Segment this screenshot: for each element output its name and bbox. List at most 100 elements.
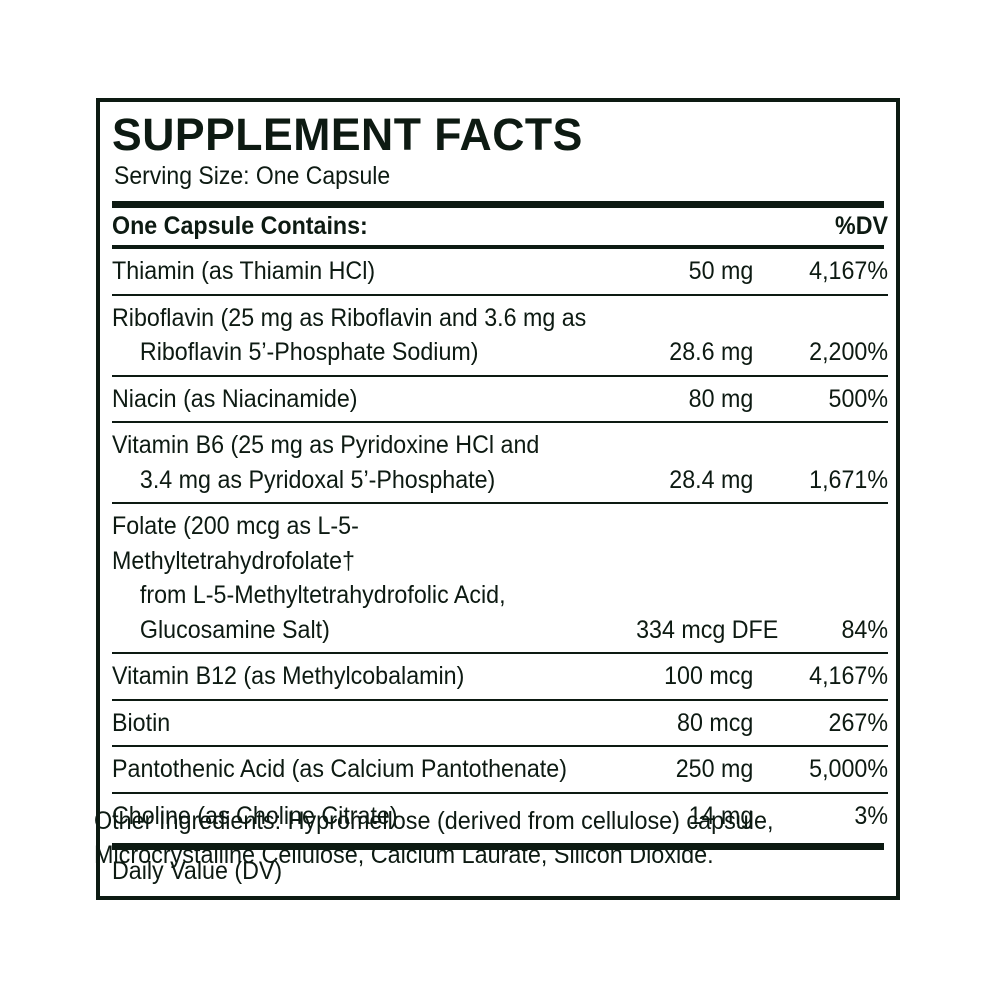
serving-size-text: Serving Size: One Capsule — [114, 161, 391, 190]
nutrient-name-cell: Vitamin B12 (as Methylcobalamin) — [112, 654, 627, 699]
nutrient-name-continuation: 3.4 mg as Pyridoxal 5’-Phosphate) — [139, 465, 496, 494]
table-row: Niacin (as Niacinamide) 80 mg 500% — [112, 377, 888, 422]
nutrient-daily-value-cell: 500% — [757, 377, 888, 422]
nutrient-amount-cell: 334 mcg DFE — [627, 504, 779, 652]
row-separator — [112, 421, 888, 424]
table-row: Thiamin (as Thiamin HCl) 50 mg 4,167% — [112, 249, 888, 294]
nutrient-daily-value: 500% — [828, 384, 888, 413]
nutrient-daily-value: 84% — [841, 615, 888, 644]
row-separator-bar — [112, 502, 888, 505]
nutrient-rows-body: Thiamin (as Thiamin HCl) 50 mg 4,167% Ribof… — [112, 249, 888, 838]
row-separator-bar — [112, 698, 888, 701]
nutrient-name-line: Biotin — [112, 708, 171, 737]
row-separator-cell — [112, 698, 888, 701]
table-header-name: One Capsule Contains: — [112, 211, 368, 240]
nutrient-amount-cell: 28.6 mg — [627, 296, 757, 375]
row-separator-cell — [112, 293, 888, 296]
nutrient-name-cell: Biotin — [112, 701, 627, 746]
header-bottom-rule — [112, 245, 884, 250]
table-row: Vitamin B12 (as Methylcobalamin) 100 mcg 4… — [112, 654, 888, 699]
nutrient-daily-value: 2,200% — [809, 338, 888, 367]
nutrient-amount: 250 mg — [675, 755, 754, 784]
nutrient-name: Niacin (as Niacinamide) — [112, 382, 591, 417]
supplement-facts-panel: SUPPLEMENT FACTS Serving Size: One Capsu… — [96, 98, 900, 901]
title-block: SUPPLEMENT FACTS Serving Size: One Capsu… — [112, 102, 884, 196]
footer-top-rule — [112, 843, 884, 851]
row-separator-cell — [112, 745, 888, 748]
nutrient-name-line: Vitamin B12 (as Methylcobalamin) — [112, 662, 465, 691]
row-separator — [112, 502, 888, 505]
nutrient-daily-value: 3% — [854, 801, 888, 830]
nutrient-amount-cell: 50 mg — [627, 249, 757, 294]
nutrient-daily-value-cell: 4,167% — [757, 249, 888, 294]
nutrient-daily-value-cell: 2,200% — [757, 296, 888, 375]
nutrient-daily-value: 267% — [828, 708, 888, 737]
nutrient-amount-cell: 28.4 mg — [627, 423, 757, 502]
row-separator-bar — [112, 421, 888, 424]
nutrient-name-cell: Pantothenic Acid (as Calcium Pantothenat… — [112, 747, 627, 792]
nutrient-name: Vitamin B12 (as Methylcobalamin) — [112, 659, 591, 694]
nutrient-name-line: Folate (200 mcg as L-5-Methyltetrahydrof… — [112, 512, 359, 575]
nutrient-daily-value-cell: 1,671% — [757, 423, 888, 502]
nutrient-name-continuation: Glucosamine Salt) — [139, 615, 330, 644]
table-header-daily-value: %DV — [835, 211, 889, 240]
nutrient-name-line: Pantothenic Acid (as Calcium Pantothenat… — [112, 755, 567, 784]
table-row: Biotin 80 mcg 267% — [112, 701, 888, 746]
nutrient-name: Biotin — [112, 706, 591, 741]
table-row: Choline (as Choline Citrate) 14 mg 3% — [112, 794, 888, 839]
nutrient-name-line: Vitamin B6 (25 mg as Pyridoxine HCl and — [112, 431, 540, 460]
nutrient-amount: 334 mcg DFE — [636, 615, 779, 644]
row-separator — [112, 698, 888, 701]
nutrient-name: Vitamin B6 (25 mg as Pyridoxine HCl and 3… — [112, 428, 591, 497]
nutrient-daily-value: 4,167% — [809, 662, 888, 691]
table-header-name-cell: One Capsule Contains: — [112, 208, 757, 246]
daily-value-note: Daily Value (DV) — [112, 857, 283, 886]
table-header-row: One Capsule Contains: %DV — [112, 208, 888, 246]
nutrient-amount-cell: 80 mg — [627, 377, 757, 422]
table-row: Riboflavin (25 mg as Riboflavin and 3.6 … — [112, 296, 888, 375]
nutrient-daily-value-cell: 267% — [757, 701, 888, 746]
nutrient-daily-value-cell: 84% — [757, 504, 888, 652]
row-separator-cell — [112, 421, 888, 424]
nutrient-daily-value: 4,167% — [809, 257, 888, 286]
nutrient-amount: 80 mcg — [677, 708, 754, 737]
nutrient-name: Folate (200 mcg as L-5-Methyltetrahydrof… — [112, 509, 591, 647]
table-header-dv-cell: %DV — [757, 208, 888, 246]
table-row: Pantothenic Acid (as Calcium Pantothenat… — [112, 747, 888, 792]
row-separator — [112, 745, 888, 748]
header-top-rule — [112, 200, 884, 208]
nutrient-amount: 14 mg — [688, 801, 754, 830]
nutrient-name-line: Thiamin (as Thiamin HCl) — [112, 257, 376, 286]
row-separator — [112, 652, 888, 655]
nutrient-name-cell: Riboflavin (25 mg as Riboflavin and 3.6 … — [112, 296, 627, 375]
nutrient-name: Pantothenic Acid (as Calcium Pantothenat… — [112, 752, 591, 787]
nutrient-name-cell: Vitamin B6 (25 mg as Pyridoxine HCl and 3… — [112, 423, 627, 502]
nutrient-daily-value-cell: 3% — [757, 794, 888, 839]
nutrient-amount: 100 mcg — [664, 662, 754, 691]
row-separator-bar — [112, 374, 888, 377]
row-separator — [112, 791, 888, 794]
row-separator-cell — [112, 502, 888, 505]
nutrient-amount: 80 mg — [688, 384, 754, 413]
nutrient-name: Thiamin (as Thiamin HCl) — [112, 254, 591, 289]
nutrient-amount-cell: 14 mg — [627, 794, 757, 839]
page-title: SUPPLEMENT FACTS — [112, 109, 583, 160]
row-separator-bar — [112, 745, 888, 748]
nutrition-table: One Capsule Contains: %DV — [112, 208, 888, 246]
row-separator — [112, 293, 888, 296]
nutrient-amount: 28.6 mg — [669, 338, 754, 367]
row-separator-bar — [112, 293, 888, 296]
nutrient-daily-value-cell: 4,167% — [757, 654, 888, 699]
row-separator-cell — [112, 652, 888, 655]
nutrient-name-line: Riboflavin (25 mg as Riboflavin and 3.6 … — [112, 303, 587, 332]
nutrient-name-cell: Folate (200 mcg as L-5-Methyltetrahydrof… — [112, 504, 627, 652]
nutrient-name: Riboflavin (25 mg as Riboflavin and 3.6 … — [112, 301, 591, 370]
nutrient-amount: 50 mg — [688, 257, 754, 286]
nutrient-name-continuation: Riboflavin 5’-Phosphate Sodium) — [139, 338, 479, 367]
nutrient-daily-value-cell: 5,000% — [757, 747, 888, 792]
nutrient-name-cell: Choline (as Choline Citrate) — [112, 794, 627, 839]
nutrient-daily-value: 5,000% — [809, 755, 888, 784]
nutrient-amount-cell: 100 mcg — [627, 654, 757, 699]
nutrient-amount-cell: 250 mg — [627, 747, 757, 792]
